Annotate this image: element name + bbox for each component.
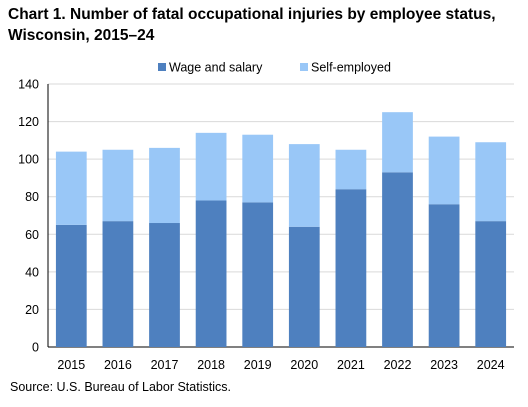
bar-self-employed-2020 <box>288 144 320 227</box>
legend-swatch-wage-and-salary <box>158 63 166 71</box>
x-tick-label: 2020 <box>290 358 318 372</box>
bar-wage-and-salary-2021 <box>335 189 367 347</box>
x-tick-label: 2021 <box>337 358 365 372</box>
y-tick-label: 0 <box>32 341 39 355</box>
x-tick-label: 2023 <box>430 358 458 372</box>
legend-label-self-employed: Self-employed <box>311 61 391 75</box>
bar-self-employed-2022 <box>382 112 413 173</box>
x-tick-label: 2017 <box>151 358 179 372</box>
legend-swatch-self-employed <box>300 63 308 71</box>
bar-self-employed-2016 <box>102 149 134 222</box>
bar-self-employed-2017 <box>149 147 180 224</box>
y-tick-label: 20 <box>25 303 39 317</box>
chart-title: Chart 1. Number of fatal occupational in… <box>8 6 496 44</box>
bar-wage-and-salary-2022 <box>382 172 413 347</box>
bar-wage-and-salary-2023 <box>428 204 460 347</box>
x-tick-label: 2018 <box>197 358 225 372</box>
bar-self-employed-2015 <box>55 151 87 225</box>
bar-self-employed-2021 <box>335 149 367 190</box>
bar-wage-and-salary-2017 <box>149 223 180 347</box>
bar-wage-and-salary-2018 <box>195 200 227 347</box>
y-tick-label: 100 <box>18 153 39 167</box>
y-tick-label: 40 <box>25 265 39 279</box>
bar-self-employed-2019 <box>242 134 274 203</box>
bar-wage-and-salary-2020 <box>288 226 320 347</box>
bar-wage-and-salary-2015 <box>55 224 87 347</box>
bar-self-employed-2018 <box>195 132 227 201</box>
y-tick-label: 120 <box>18 115 39 129</box>
legend-label-wage-and-salary: Wage and salary <box>169 61 263 75</box>
y-tick-label: 140 <box>18 78 39 92</box>
bar-wage-and-salary-2024 <box>475 221 507 347</box>
bar-self-employed-2024 <box>475 142 507 222</box>
x-tick-label: 2024 <box>477 358 505 372</box>
bar-self-employed-2023 <box>428 136 460 205</box>
x-tick-label: 2016 <box>104 358 132 372</box>
y-tick-label: 60 <box>25 228 39 242</box>
bar-wage-and-salary-2016 <box>102 221 134 347</box>
x-tick-label: 2015 <box>57 358 85 372</box>
x-tick-label: 2022 <box>384 358 412 372</box>
x-tick-label: 2019 <box>244 358 272 372</box>
bar-wage-and-salary-2019 <box>242 202 274 347</box>
y-tick-label: 80 <box>25 190 39 204</box>
source-note: Source: U.S. Bureau of Labor Statistics. <box>10 380 231 394</box>
